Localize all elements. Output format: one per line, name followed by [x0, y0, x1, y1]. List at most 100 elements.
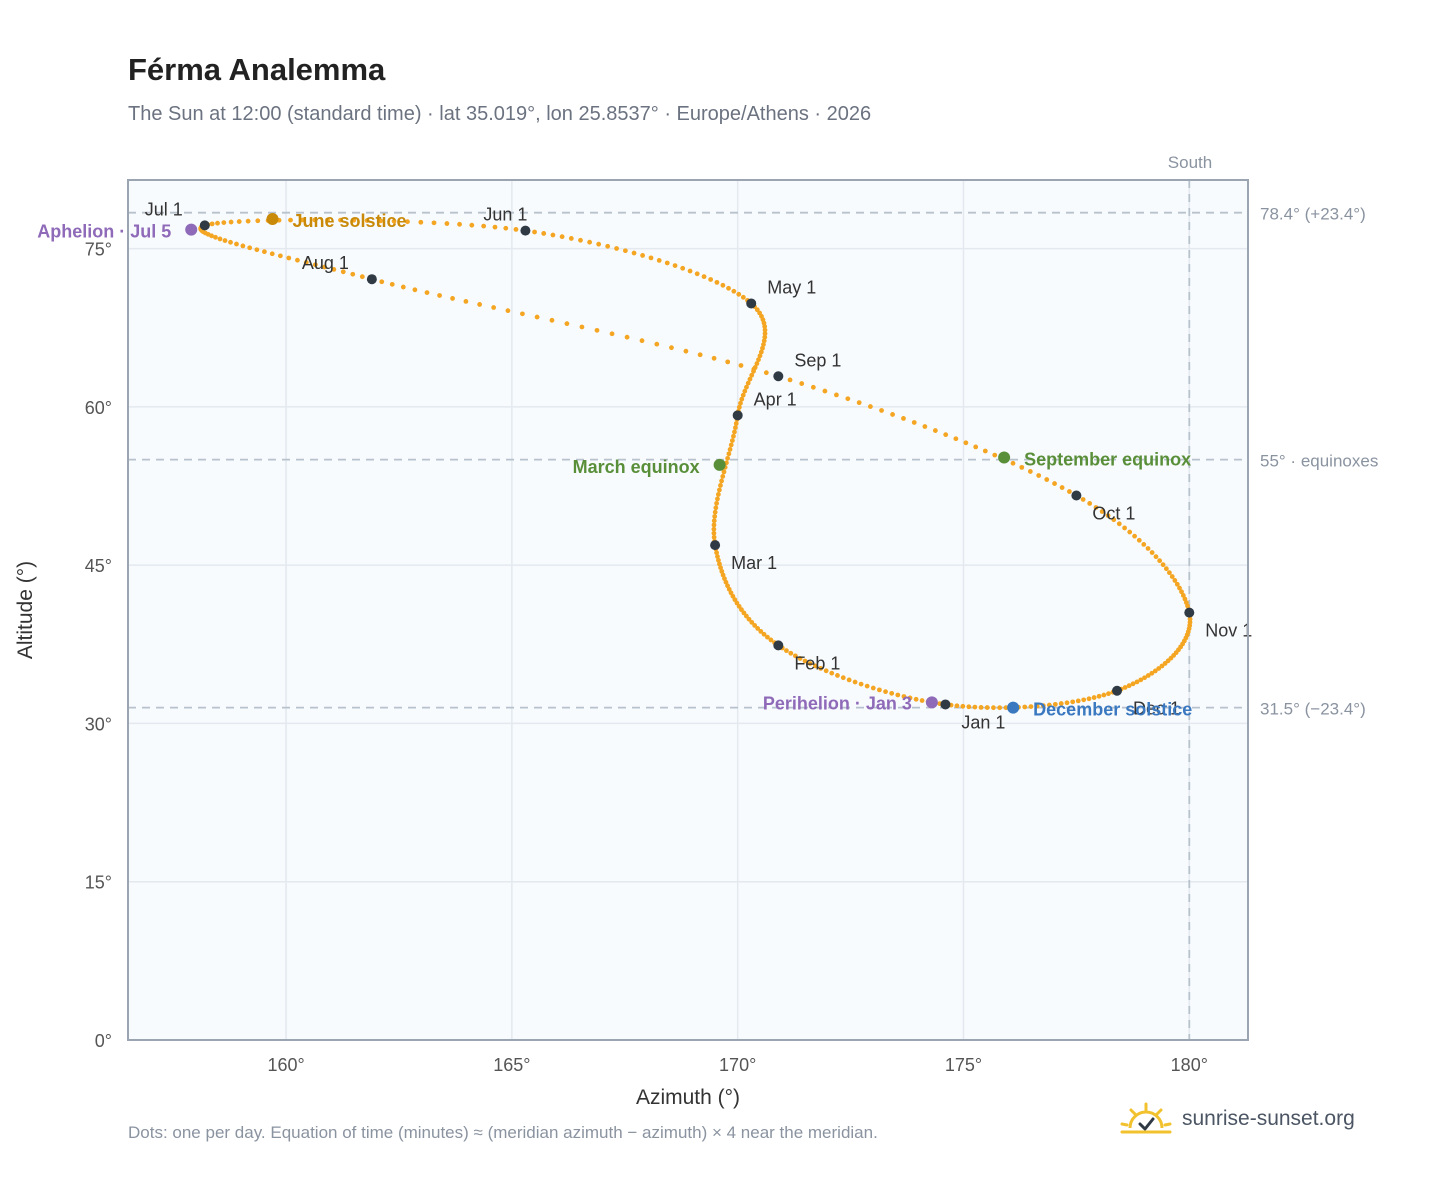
daily-dot: [715, 554, 720, 559]
daily-dot: [418, 219, 424, 225]
daily-dot: [725, 359, 731, 365]
month-marker-label: Feb 1: [794, 653, 840, 673]
daily-dot: [1136, 537, 1142, 543]
daily-dot: [751, 366, 757, 372]
daily-dot: [1010, 460, 1016, 466]
daily-dot: [1019, 464, 1025, 470]
daily-dot: [713, 505, 719, 511]
daily-dot: [823, 668, 829, 674]
daily-dot: [807, 661, 813, 666]
daily-dot: [758, 349, 764, 355]
daily-dot: [982, 448, 988, 454]
daily-dot: [701, 274, 707, 280]
daily-dot: [765, 634, 770, 640]
special-point-label: March equinox: [573, 457, 700, 477]
daily-dot: [723, 579, 729, 585]
brand[interactable]: sunrise-sunset.org: [1120, 1102, 1355, 1136]
special-point-label: Aphelion · Jul 5: [37, 222, 171, 242]
month-marker-label: Jul 1: [145, 199, 183, 219]
daily-dot: [711, 518, 717, 524]
daily-dot: [1166, 570, 1172, 576]
daily-dot: [596, 241, 602, 247]
daily-dot: [733, 421, 739, 426]
daily-dot: [1064, 700, 1070, 706]
month-marker: [940, 699, 951, 710]
month-marker: [710, 540, 721, 551]
daily-dot: [564, 321, 570, 327]
daily-dot: [711, 526, 717, 532]
daily-dot: [624, 334, 630, 340]
daily-dot: [840, 675, 846, 681]
daily-dot: [1052, 481, 1057, 486]
daily-dot: [966, 704, 972, 710]
daily-dot: [1086, 696, 1092, 702]
daily-dot: [312, 217, 318, 223]
daily-dot: [799, 381, 805, 386]
daily-dot: [1059, 485, 1065, 490]
daily-dot: [254, 247, 260, 253]
daily-dot: [1172, 578, 1178, 583]
daily-dot: [718, 565, 723, 571]
daily-dot: [754, 361, 760, 366]
daily-dot: [721, 469, 727, 475]
daily-dot: [209, 221, 215, 227]
plot-frame: [127, 179, 1249, 1041]
daily-dot: [656, 257, 662, 263]
daily-dot: [1111, 517, 1117, 523]
daily-dot: [784, 648, 789, 654]
daily-dot: [991, 705, 996, 711]
daily-dot: [868, 404, 873, 409]
month-markers: Jan 1 Feb 1 Mar 1 Apr 1 May 1 Jun 1 Jul 1 Aug 1…: [145, 199, 1253, 732]
daily-dot: [1152, 668, 1158, 674]
daily-dot: [532, 229, 537, 235]
daily-dot: [1180, 593, 1186, 598]
daily-dot: [1096, 693, 1102, 699]
daily-dot: [614, 246, 619, 251]
daily-dot: [720, 474, 726, 479]
daily-dot: [1101, 692, 1107, 698]
daily-dot: [331, 266, 337, 272]
daily-dot: [1116, 521, 1122, 527]
daily-dot: [1122, 525, 1127, 531]
daily-dot: [1134, 679, 1140, 685]
daily-dot: [744, 384, 749, 390]
daily-dot: [622, 248, 628, 254]
daily-dot: [889, 690, 895, 696]
daily-dot: [639, 338, 645, 344]
daily-dot: [736, 291, 742, 297]
daily-dot: [680, 265, 686, 271]
daily-dot: [752, 622, 758, 628]
daily-dot: [792, 653, 798, 659]
daily-dot: [876, 687, 882, 693]
daily-dot: [788, 650, 794, 656]
daily-dot: [746, 616, 752, 622]
month-marker-label: Sep 1: [794, 350, 841, 370]
reference-label: 78.4° (+23.4°): [1260, 205, 1366, 224]
daily-dot: [534, 314, 540, 320]
y-tick-label: 75°: [85, 240, 112, 260]
month-marker-label: Dec 1: [1133, 699, 1180, 719]
daily-dot: [711, 534, 717, 540]
daily-dot: [221, 220, 227, 225]
daily-dot: [787, 377, 793, 383]
daily-dot: [763, 370, 769, 376]
daily-dot: [932, 428, 938, 433]
daily-dot: [864, 683, 870, 689]
month-marker: [1071, 490, 1082, 501]
x-tick-label: 180°: [1171, 1055, 1208, 1075]
daily-dot: [1159, 663, 1165, 669]
daily-dot: [829, 670, 835, 676]
daily-dot: [732, 425, 738, 431]
daily-dot: [1034, 703, 1040, 709]
daily-dot: [797, 656, 803, 661]
reference-label: 55° · equinoxes: [1260, 452, 1378, 471]
daily-dot: [922, 424, 928, 429]
daily-dot: [1066, 489, 1072, 494]
daily-dot: [822, 388, 828, 394]
daily-dot: [450, 296, 455, 301]
daily-dot: [359, 274, 365, 280]
month-marker: [199, 220, 210, 231]
daily-dot: [405, 219, 410, 225]
daily-dot: [303, 260, 309, 265]
daily-dot: [1080, 497, 1086, 502]
